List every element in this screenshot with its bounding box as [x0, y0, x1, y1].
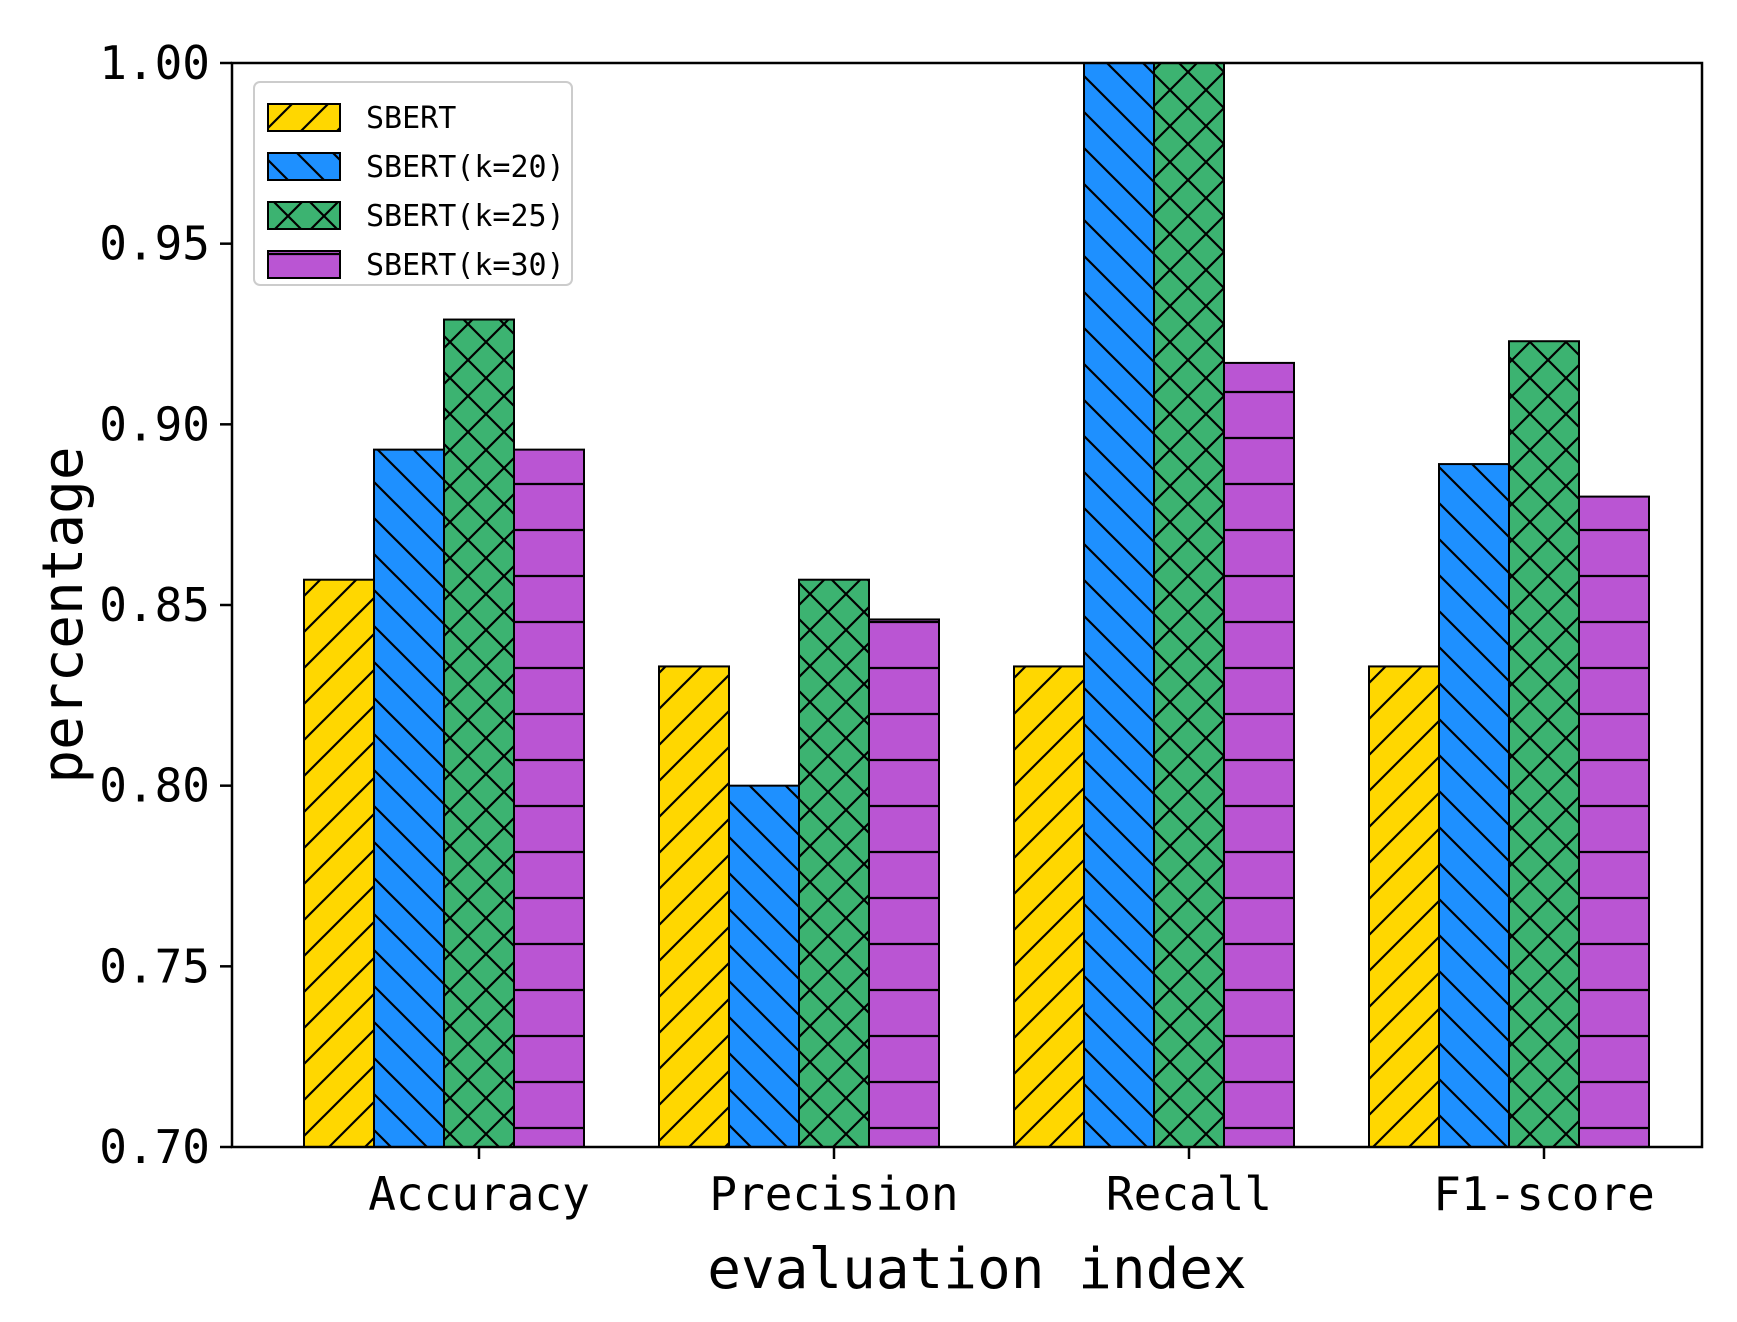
bar-precision-series-0: [658, 665, 730, 1149]
y-tick-label: 0.75: [99, 939, 210, 993]
bar-f1-score-series-3: [1578, 495, 1650, 1149]
y-tick-label: 0.80: [99, 759, 210, 813]
y-axis-title: percentage: [31, 446, 96, 783]
legend-label: SBERT(k=25): [366, 199, 565, 234]
bar-group-recall: [1013, 62, 1295, 1149]
bar-recall-series-2: [1153, 62, 1225, 1148]
bars-layer: [303, 62, 1650, 1149]
legend-item-1: SBERT(k=20): [267, 150, 565, 185]
x-axis: Accuracy Precision Recall F1-score: [368, 1147, 1655, 1221]
y-tick-label: 0.70: [99, 1120, 210, 1174]
legend-label: SBERT(k=30): [366, 248, 565, 283]
bar-group-f1-score: [1368, 340, 1650, 1149]
x-tick-label-f1-score: F1-score: [1433, 1167, 1655, 1221]
bar-group-accuracy: [303, 318, 585, 1149]
legend-frame: [253, 81, 573, 286]
bar-f1-score-series-0: [1368, 665, 1440, 1149]
legend-swatch: [267, 250, 341, 279]
bar-f1-score-series-1: [1438, 463, 1510, 1148]
legend: SBERT SBERT(k=20) SBERT(k=25) SBERT(k=30): [253, 81, 573, 286]
legend-item-0: SBERT: [267, 101, 456, 136]
bar-recall-series-1: [1083, 62, 1155, 1148]
legend-swatch: [267, 152, 341, 181]
y-axis: 0.70 0.75 0.80 0.85 0.90 0.95 1.00: [99, 36, 232, 1174]
legend-item-3: SBERT(k=30): [267, 248, 565, 283]
y-tick-label: 0.85: [99, 578, 210, 632]
bar-precision-series-2: [798, 578, 870, 1148]
bar-accuracy-series-0: [303, 578, 375, 1148]
bar-f1-score-series-2: [1508, 340, 1580, 1148]
bar-group-precision: [658, 578, 940, 1149]
legend-label: SBERT(k=20): [366, 150, 565, 185]
bar-recall-series-3: [1223, 361, 1295, 1148]
bar-precision-series-3: [868, 618, 940, 1148]
bar-accuracy-series-3: [513, 448, 585, 1149]
y-tick-label: 0.90: [99, 397, 210, 451]
bar-precision-series-1: [728, 784, 800, 1149]
bar-recall-series-0: [1013, 665, 1085, 1149]
legend-swatch: [267, 201, 341, 230]
bar-accuracy-series-1: [373, 448, 445, 1149]
legend-item-2: SBERT(k=25): [267, 199, 565, 234]
y-tick-label: 0.95: [99, 217, 210, 271]
y-tick-label: 1.00: [99, 36, 210, 90]
legend-swatch: [267, 103, 341, 132]
legend-label: SBERT: [366, 101, 456, 136]
bar-accuracy-series-2: [443, 318, 515, 1148]
x-tick-label-precision: Precision: [709, 1167, 958, 1221]
x-tick-label-recall: Recall: [1106, 1167, 1272, 1221]
x-tick-label-accuracy: Accuracy: [368, 1167, 590, 1221]
x-axis-title: evaluation index: [707, 1237, 1246, 1302]
